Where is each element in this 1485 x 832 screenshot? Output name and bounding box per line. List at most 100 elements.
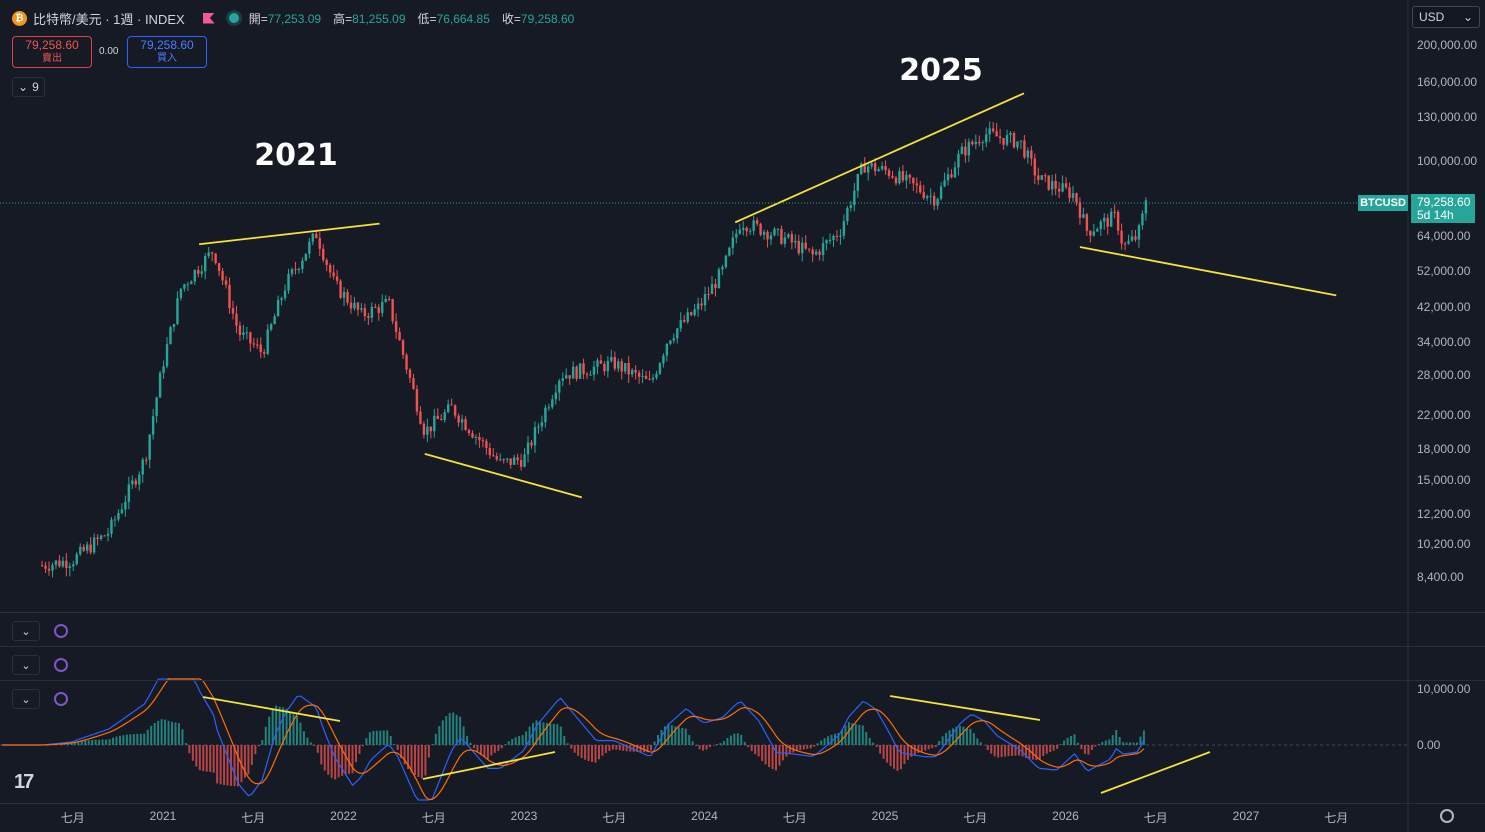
macd-histogram-bar [879, 745, 882, 754]
trendline[interactable] [734, 92, 1025, 224]
trendline[interactable] [1079, 246, 1337, 297]
macd-histogram-bar [271, 709, 274, 745]
macd-histogram-bar [1059, 744, 1062, 745]
macd-histogram-bar [993, 745, 996, 757]
candle [849, 201, 853, 212]
macd-trendline[interactable] [889, 695, 1041, 721]
macd-histogram-bar [806, 745, 809, 749]
price-axis-label: 160,000.00 [1417, 75, 1478, 90]
candle [1019, 140, 1023, 150]
candle [728, 246, 731, 257]
candle [252, 338, 256, 348]
candle [1099, 219, 1102, 236]
macd-histogram-bar [139, 733, 142, 745]
macd-histogram-bar [715, 744, 718, 745]
macd-histogram-bar [952, 728, 955, 745]
refresh-icon[interactable] [54, 692, 68, 706]
last-price-value: 79,258.60 [1417, 195, 1471, 209]
annotation-2025[interactable]: 2025 [899, 53, 983, 88]
candle [499, 453, 502, 462]
candle [960, 143, 964, 155]
pane-collapse-button[interactable]: ⌄ [12, 655, 40, 675]
candle [72, 560, 75, 571]
flag-icon[interactable] [202, 12, 215, 24]
tradingview-logo-icon[interactable]: 17 [14, 771, 34, 793]
macd-histogram-bar [990, 745, 993, 754]
candle [217, 262, 221, 277]
macd-histogram-bar [705, 745, 708, 750]
candle [1068, 182, 1071, 203]
trendline[interactable] [424, 452, 583, 499]
macd-histogram-bar [164, 719, 167, 745]
macd-histogram-bar [986, 745, 989, 751]
macd-histogram-bar [407, 745, 410, 769]
pane-divider[interactable] [0, 646, 1485, 647]
candle [308, 237, 311, 259]
macd-trendline[interactable] [422, 751, 556, 780]
candle [544, 404, 547, 428]
candle [592, 360, 596, 381]
candle [748, 228, 752, 235]
macd-histogram-bar [622, 745, 625, 751]
candle [589, 370, 592, 376]
macd-trendline[interactable] [1100, 751, 1211, 794]
macd-histogram-bar [868, 737, 871, 745]
macd-histogram-bar [476, 745, 479, 753]
pane-divider[interactable] [0, 680, 1485, 681]
price-axis-label: 52,000.00 [1417, 264, 1471, 279]
macd-histogram-bar [341, 745, 344, 776]
macd-histogram-bar [1076, 742, 1079, 745]
currency-value: USD [1419, 10, 1445, 24]
buy-button[interactable]: 79,258.60 買入 [127, 36, 207, 68]
macd-histogram-bar [899, 745, 902, 770]
price-axis-label: 130,000.00 [1417, 110, 1478, 125]
macd-histogram-bar [219, 745, 222, 785]
macd-histogram-bar [750, 745, 753, 752]
macd-histogram-bar [934, 745, 937, 748]
macd-histogram-bar [302, 731, 305, 745]
macd-trendline[interactable] [202, 696, 341, 722]
annotation-2021[interactable]: 2021 [254, 138, 338, 173]
candle [835, 230, 839, 242]
indicators-toggle-button[interactable]: ⌄ 9 [12, 77, 45, 97]
symbol-title[interactable]: 比特幣/美元 · 1週 · INDEX [33, 11, 185, 27]
price-axis-label: 8,400.00 [1417, 570, 1464, 584]
candle [58, 555, 61, 568]
macd-histogram-bar [587, 745, 590, 762]
settings-gear-icon[interactable] [1440, 809, 1454, 823]
macd-histogram-bar [226, 745, 229, 786]
bitcoin-icon: ₿ [12, 10, 27, 26]
candle [492, 448, 495, 457]
candle [967, 138, 971, 163]
candle [1047, 175, 1050, 191]
pane-collapse-button[interactable]: ⌄ [12, 621, 40, 641]
candle [138, 471, 141, 491]
sell-button[interactable]: 79,258.60 賣出 [12, 36, 92, 68]
candle [335, 269, 339, 285]
macd-histogram-bar [549, 723, 552, 745]
macd-histogram-bar [955, 726, 958, 745]
macd-histogram-bar [1139, 736, 1142, 745]
candle [936, 197, 939, 210]
macd-histogram-bar [132, 734, 135, 745]
candle [762, 229, 766, 240]
refresh-icon[interactable] [54, 624, 68, 638]
macd-histogram-bar [115, 736, 118, 745]
candle [1075, 192, 1078, 206]
macd-histogram-bar [837, 732, 840, 745]
candle [54, 559, 58, 570]
candle [974, 134, 978, 150]
pane-divider[interactable] [0, 612, 1485, 613]
pane-collapse-button[interactable]: ⌄ [12, 689, 40, 709]
candle [176, 291, 179, 326]
refresh-icon[interactable] [54, 658, 68, 672]
candle [846, 205, 849, 225]
currency-select[interactable]: USD ⌄ [1412, 6, 1480, 28]
candle [919, 180, 922, 195]
macd-histogram-bar [809, 745, 812, 749]
trendline[interactable] [198, 222, 380, 246]
candle [304, 253, 308, 262]
candle [301, 257, 304, 274]
macd-histogram-bar [594, 745, 597, 763]
